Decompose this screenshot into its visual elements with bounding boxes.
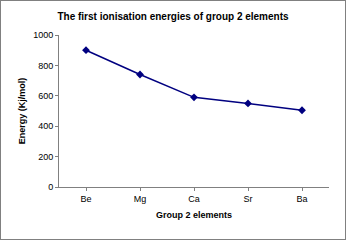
svg-text:600: 600 (38, 91, 53, 101)
svg-text:Ba: Ba (296, 194, 307, 204)
svg-text:Ca: Ca (188, 194, 200, 204)
svg-text:800: 800 (38, 61, 53, 71)
svg-text:0: 0 (48, 182, 53, 192)
svg-text:Group 2 elements: Group 2 elements (156, 210, 232, 220)
svg-text:Mg: Mg (134, 194, 147, 204)
svg-text:The first ionisation energies: The first ionisation energies of group 2… (57, 11, 289, 22)
svg-text:Energy (Kj/mol): Energy (Kj/mol) (17, 78, 27, 145)
svg-text:200: 200 (38, 152, 53, 162)
svg-text:1000: 1000 (33, 30, 53, 40)
svg-text:Be: Be (80, 194, 91, 204)
svg-text:Sr: Sr (244, 194, 253, 204)
svg-text:400: 400 (38, 121, 53, 131)
